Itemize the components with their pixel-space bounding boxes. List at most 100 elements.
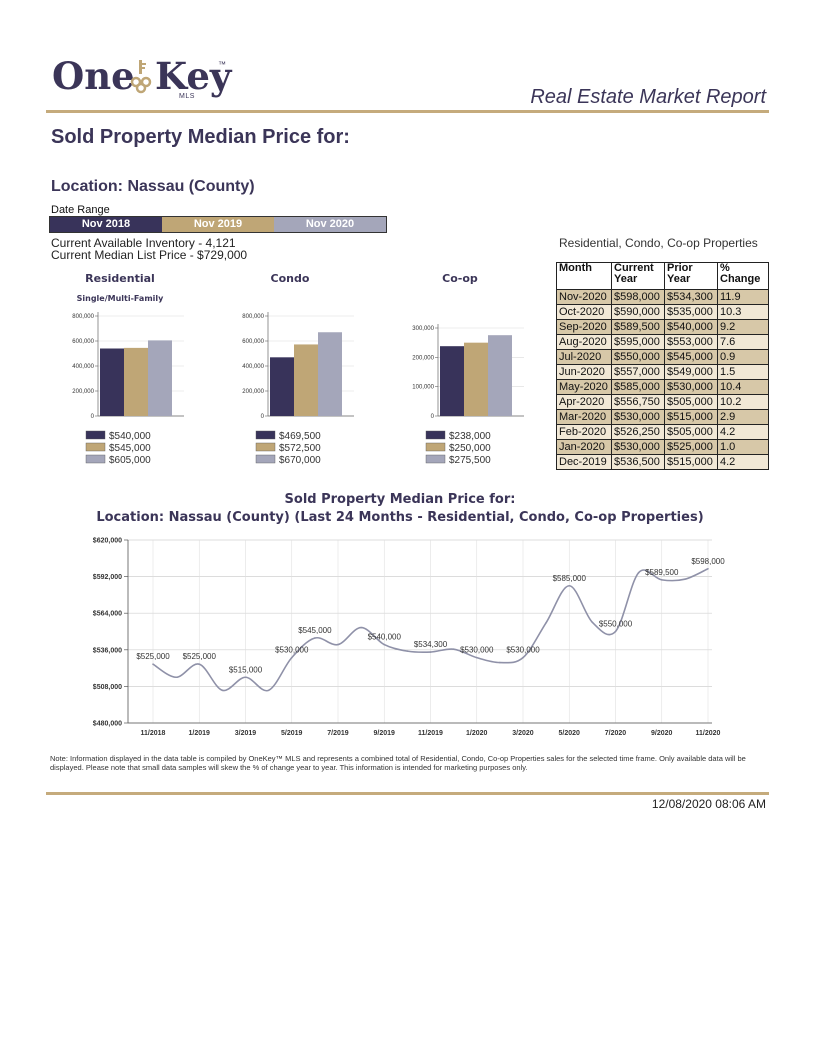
- disclaimer-note: Note: Information displayed in the data …: [50, 754, 746, 772]
- table-cell: $585,000: [611, 379, 665, 395]
- header-prior-year: Prior Year: [664, 262, 718, 290]
- y-tick-label: 800,000: [242, 314, 264, 320]
- table-cell: Sep-2020: [556, 319, 612, 335]
- table-cell: Dec-2019: [556, 454, 612, 470]
- y-tick-label: $564,000: [93, 611, 122, 618]
- bar-nov-2018: [440, 346, 464, 416]
- table-row: Aug-2020 $595,000 $553,000 7.6: [556, 334, 769, 350]
- onekey-logo: One Key ™ MLS: [52, 54, 252, 102]
- table-cell: 0.9: [717, 349, 769, 365]
- table-row: Jun-2020 $557,000 $549,000 1.5: [556, 364, 769, 380]
- table-cell: Jun-2020: [556, 364, 612, 380]
- legend-value: $275,500: [449, 455, 491, 466]
- header-month: Month: [556, 262, 612, 290]
- table-cell: 7.6: [717, 334, 769, 350]
- condo-bar-chart: Condo 0 200,000 400,000 600,000 800,000 $469,5…: [242, 272, 354, 466]
- table-cell: Jan-2020: [556, 439, 612, 455]
- point-label: $525,000: [136, 652, 170, 661]
- x-tick-label: 5/2019: [281, 730, 303, 737]
- data-point: [452, 648, 455, 650]
- x-tick-label: 3/2019: [235, 730, 257, 737]
- point-label: $534,300: [414, 640, 448, 649]
- table-cell: $530,000: [611, 439, 665, 455]
- y-tick-label: 600,000: [72, 339, 94, 345]
- table-cell: $530,000: [611, 409, 665, 425]
- legend-swatch: [255, 442, 276, 452]
- data-point: [314, 637, 316, 639]
- x-tick-label: 7/2019: [327, 730, 349, 737]
- location-heading: Location: Nassau (County): [51, 178, 255, 195]
- table-cell: $525,000: [664, 439, 718, 455]
- report-timestamp: 12/08/2020 08:06 AM: [651, 797, 766, 811]
- data-point: [383, 643, 386, 646]
- properties-label: Residential, Condo, Co-op Properties: [559, 236, 758, 250]
- table-cell: $556,750: [611, 394, 665, 410]
- table-cell: $553,000: [664, 334, 718, 350]
- legend-value: $540,000: [109, 431, 151, 442]
- y-tick-label: $480,000: [93, 721, 122, 728]
- bar-nov-2018: [100, 348, 124, 416]
- table-cell: Nov-2020: [556, 289, 612, 305]
- table-cell: 1.0: [717, 439, 769, 455]
- table-cell: Aug-2020: [556, 334, 612, 350]
- bar-nov-2019: [464, 342, 488, 416]
- x-tick-label: 11/2020: [696, 730, 721, 737]
- table-cell: $545,000: [664, 349, 718, 365]
- table-cell: $505,000: [664, 394, 718, 410]
- legend-value: $250,000: [449, 443, 491, 454]
- bar-nov-2019: [294, 344, 318, 416]
- y-tick-label: $620,000: [93, 538, 122, 545]
- table-cell: Feb-2020: [556, 424, 612, 440]
- x-tick-label: 1/2020: [466, 730, 488, 737]
- x-tick-label: 9/2019: [374, 730, 396, 737]
- median-list-price: Current Median List Price - $729,000: [51, 248, 248, 262]
- table-row: Feb-2020 $526,250 $505,000 4.2: [556, 424, 769, 440]
- chart-title: Co-op: [442, 272, 478, 285]
- data-point: [637, 571, 640, 574]
- x-tick-label: 5/2020: [559, 730, 581, 737]
- date-range-2018: Nov 2018: [50, 217, 162, 232]
- point-label: $550,000: [599, 620, 633, 629]
- table-cell: $535,000: [664, 304, 718, 320]
- line-chart-title: Sold Property Median Price for:: [285, 492, 516, 507]
- point-label: $530,000: [460, 646, 494, 655]
- data-point: [568, 584, 571, 587]
- table-row: Jul-2020 $550,000 $545,000 0.9: [556, 349, 769, 365]
- table-row: May-2020 $585,000 $530,000 10.4: [556, 379, 769, 395]
- table-cell: $540,000: [664, 319, 718, 335]
- table-cell: $530,000: [664, 379, 718, 395]
- x-tick-label: 7/2020: [605, 730, 627, 737]
- table-cell: 10.2: [717, 394, 769, 410]
- legend-swatch: [85, 454, 106, 464]
- table-cell: 4.2: [717, 454, 769, 470]
- point-label: $545,000: [298, 626, 332, 635]
- bar-nov-2019: [124, 347, 148, 416]
- available-inventory: Current Available Inventory - 4,121: [51, 236, 236, 250]
- y-tick-label: 400,000: [242, 364, 264, 370]
- point-label: $598,000: [691, 557, 725, 566]
- table-cell: 2.9: [717, 409, 769, 425]
- point-label: $589,500: [645, 568, 679, 577]
- data-point: [267, 689, 270, 692]
- point-label: $515,000: [229, 665, 263, 674]
- y-tick-label: 800,000: [72, 314, 94, 320]
- data-point: [406, 650, 409, 652]
- legend-swatch: [85, 430, 106, 440]
- data-point: [337, 643, 339, 646]
- y-tick-label: 200,000: [72, 389, 94, 395]
- legend-swatch: [255, 454, 276, 464]
- bar-nov-2020: [148, 340, 172, 416]
- legend-value: $605,000: [109, 455, 151, 466]
- table-cell: Jul-2020: [556, 349, 612, 365]
- table-cell: 10.3: [717, 304, 769, 320]
- header-percent-change: % Change: [717, 262, 769, 290]
- table-cell: $536,500: [611, 454, 665, 470]
- data-point: [707, 567, 709, 570]
- table-cell: $589,500: [611, 319, 665, 335]
- y-tick-label: $508,000: [93, 684, 122, 691]
- table-row: Apr-2020 $556,750 $505,000 10.2: [556, 394, 769, 410]
- legend-swatch: [425, 454, 446, 464]
- key-icon: [130, 60, 152, 94]
- residential-bar-chart: Residential Single/Multi-Family 0 200,000 40…: [72, 272, 184, 466]
- point-label: $530,000: [275, 646, 309, 655]
